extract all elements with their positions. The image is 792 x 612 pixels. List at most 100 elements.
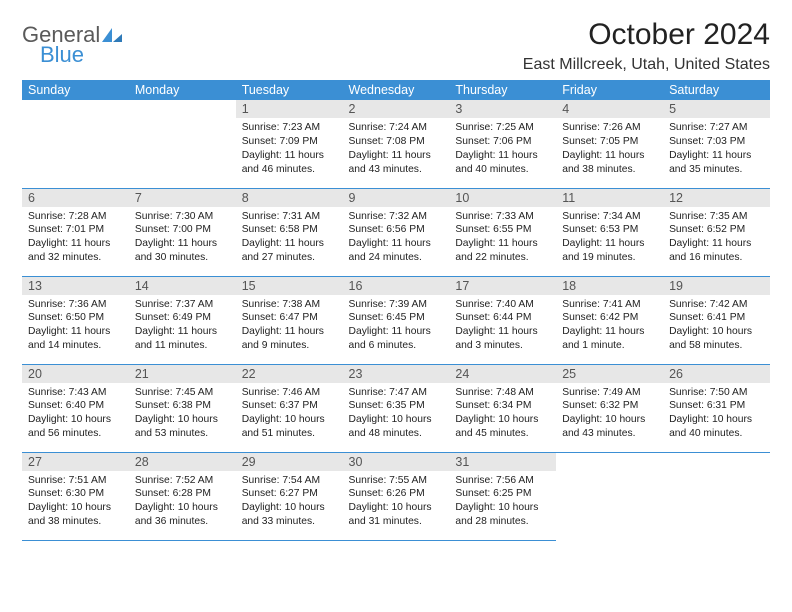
- calendar-cell: 8Sunrise: 7:31 AMSunset: 6:58 PMDaylight…: [236, 188, 343, 276]
- day-details: Sunrise: 7:33 AMSunset: 6:55 PMDaylight:…: [449, 207, 556, 270]
- brand-line1: General: [22, 24, 122, 46]
- day-number: 7: [129, 189, 236, 207]
- location-text: East Millcreek, Utah, United States: [523, 56, 770, 74]
- day-number: 18: [556, 277, 663, 295]
- day-number: 5: [663, 100, 770, 118]
- calendar-cell: 31Sunrise: 7:56 AMSunset: 6:25 PMDayligh…: [449, 452, 556, 540]
- day-number: 24: [449, 365, 556, 383]
- day-number: 23: [343, 365, 450, 383]
- day-number: 9: [343, 189, 450, 207]
- day-number: 10: [449, 189, 556, 207]
- day-details: Sunrise: 7:48 AMSunset: 6:34 PMDaylight:…: [449, 383, 556, 446]
- day-number: 29: [236, 453, 343, 471]
- calendar-cell: 21Sunrise: 7:45 AMSunset: 6:38 PMDayligh…: [129, 364, 236, 452]
- calendar-cell: 10Sunrise: 7:33 AMSunset: 6:55 PMDayligh…: [449, 188, 556, 276]
- calendar-cell: [556, 452, 663, 540]
- calendar-cell: 15Sunrise: 7:38 AMSunset: 6:47 PMDayligh…: [236, 276, 343, 364]
- day-details: Sunrise: 7:23 AMSunset: 7:09 PMDaylight:…: [236, 118, 343, 181]
- brand-line1-text: General: [22, 22, 100, 47]
- day-details: Sunrise: 7:50 AMSunset: 6:31 PMDaylight:…: [663, 383, 770, 446]
- title-block: October 2024 East Millcreek, Utah, Unite…: [523, 18, 770, 74]
- calendar-head: SundayMondayTuesdayWednesdayThursdayFrid…: [22, 80, 770, 100]
- day-number: 25: [556, 365, 663, 383]
- day-details: Sunrise: 7:37 AMSunset: 6:49 PMDaylight:…: [129, 295, 236, 358]
- day-details: Sunrise: 7:38 AMSunset: 6:47 PMDaylight:…: [236, 295, 343, 358]
- calendar-cell: 16Sunrise: 7:39 AMSunset: 6:45 PMDayligh…: [343, 276, 450, 364]
- day-details: Sunrise: 7:34 AMSunset: 6:53 PMDaylight:…: [556, 207, 663, 270]
- calendar-cell: [22, 100, 129, 188]
- weekday-header: Sunday: [22, 80, 129, 100]
- brand-line2: Blue: [40, 44, 122, 66]
- day-number: 6: [22, 189, 129, 207]
- day-number: 16: [343, 277, 450, 295]
- day-number: 15: [236, 277, 343, 295]
- calendar-cell: 24Sunrise: 7:48 AMSunset: 6:34 PMDayligh…: [449, 364, 556, 452]
- day-number: 27: [22, 453, 129, 471]
- day-details: Sunrise: 7:36 AMSunset: 6:50 PMDaylight:…: [22, 295, 129, 358]
- calendar-cell: 23Sunrise: 7:47 AMSunset: 6:35 PMDayligh…: [343, 364, 450, 452]
- calendar-cell: 25Sunrise: 7:49 AMSunset: 6:32 PMDayligh…: [556, 364, 663, 452]
- day-details: Sunrise: 7:28 AMSunset: 7:01 PMDaylight:…: [22, 207, 129, 270]
- brand-logo: General Blue: [22, 24, 122, 66]
- page-header: General Blue October 2024 East Millcreek…: [22, 18, 770, 74]
- calendar-cell: 5Sunrise: 7:27 AMSunset: 7:03 PMDaylight…: [663, 100, 770, 188]
- calendar-cell: [129, 100, 236, 188]
- calendar-cell: 1Sunrise: 7:23 AMSunset: 7:09 PMDaylight…: [236, 100, 343, 188]
- day-number: 19: [663, 277, 770, 295]
- weekday-header: Friday: [556, 80, 663, 100]
- day-details: Sunrise: 7:51 AMSunset: 6:30 PMDaylight:…: [22, 471, 129, 534]
- day-details: Sunrise: 7:27 AMSunset: 7:03 PMDaylight:…: [663, 118, 770, 181]
- calendar-cell: 26Sunrise: 7:50 AMSunset: 6:31 PMDayligh…: [663, 364, 770, 452]
- day-details: Sunrise: 7:42 AMSunset: 6:41 PMDaylight:…: [663, 295, 770, 358]
- day-details: Sunrise: 7:24 AMSunset: 7:08 PMDaylight:…: [343, 118, 450, 181]
- day-number: 20: [22, 365, 129, 383]
- calendar-cell: 6Sunrise: 7:28 AMSunset: 7:01 PMDaylight…: [22, 188, 129, 276]
- day-details: Sunrise: 7:26 AMSunset: 7:05 PMDaylight:…: [556, 118, 663, 181]
- day-number: 26: [663, 365, 770, 383]
- day-number: 12: [663, 189, 770, 207]
- day-number: 17: [449, 277, 556, 295]
- calendar-cell: 7Sunrise: 7:30 AMSunset: 7:00 PMDaylight…: [129, 188, 236, 276]
- day-number: 1: [236, 100, 343, 118]
- sail-icon: [102, 24, 122, 46]
- day-details: Sunrise: 7:52 AMSunset: 6:28 PMDaylight:…: [129, 471, 236, 534]
- calendar-cell: 30Sunrise: 7:55 AMSunset: 6:26 PMDayligh…: [343, 452, 450, 540]
- day-number: 3: [449, 100, 556, 118]
- calendar-cell: 22Sunrise: 7:46 AMSunset: 6:37 PMDayligh…: [236, 364, 343, 452]
- calendar-cell: 17Sunrise: 7:40 AMSunset: 6:44 PMDayligh…: [449, 276, 556, 364]
- weekday-header: Wednesday: [343, 80, 450, 100]
- day-details: Sunrise: 7:49 AMSunset: 6:32 PMDaylight:…: [556, 383, 663, 446]
- calendar-cell: 12Sunrise: 7:35 AMSunset: 6:52 PMDayligh…: [663, 188, 770, 276]
- day-details: Sunrise: 7:40 AMSunset: 6:44 PMDaylight:…: [449, 295, 556, 358]
- calendar-body: 1Sunrise: 7:23 AMSunset: 7:09 PMDaylight…: [22, 100, 770, 540]
- calendar-table: SundayMondayTuesdayWednesdayThursdayFrid…: [22, 80, 770, 541]
- weekday-header: Saturday: [663, 80, 770, 100]
- day-details: Sunrise: 7:43 AMSunset: 6:40 PMDaylight:…: [22, 383, 129, 446]
- day-number: 22: [236, 365, 343, 383]
- calendar-cell: 27Sunrise: 7:51 AMSunset: 6:30 PMDayligh…: [22, 452, 129, 540]
- day-number: 30: [343, 453, 450, 471]
- calendar-cell: 19Sunrise: 7:42 AMSunset: 6:41 PMDayligh…: [663, 276, 770, 364]
- month-title: October 2024: [523, 18, 770, 52]
- calendar-cell: 4Sunrise: 7:26 AMSunset: 7:05 PMDaylight…: [556, 100, 663, 188]
- day-number: 28: [129, 453, 236, 471]
- weekday-header: Monday: [129, 80, 236, 100]
- day-details: Sunrise: 7:35 AMSunset: 6:52 PMDaylight:…: [663, 207, 770, 270]
- calendar-cell: 28Sunrise: 7:52 AMSunset: 6:28 PMDayligh…: [129, 452, 236, 540]
- calendar-cell: 29Sunrise: 7:54 AMSunset: 6:27 PMDayligh…: [236, 452, 343, 540]
- calendar-cell: 3Sunrise: 7:25 AMSunset: 7:06 PMDaylight…: [449, 100, 556, 188]
- weekday-header: Thursday: [449, 80, 556, 100]
- calendar-cell: 2Sunrise: 7:24 AMSunset: 7:08 PMDaylight…: [343, 100, 450, 188]
- calendar-cell: 20Sunrise: 7:43 AMSunset: 6:40 PMDayligh…: [22, 364, 129, 452]
- calendar-page: General Blue October 2024 East Millcreek…: [0, 0, 792, 541]
- day-number: 21: [129, 365, 236, 383]
- calendar-cell: 11Sunrise: 7:34 AMSunset: 6:53 PMDayligh…: [556, 188, 663, 276]
- calendar-cell: 18Sunrise: 7:41 AMSunset: 6:42 PMDayligh…: [556, 276, 663, 364]
- day-details: Sunrise: 7:45 AMSunset: 6:38 PMDaylight:…: [129, 383, 236, 446]
- day-details: Sunrise: 7:32 AMSunset: 6:56 PMDaylight:…: [343, 207, 450, 270]
- day-number: 31: [449, 453, 556, 471]
- day-number: 8: [236, 189, 343, 207]
- day-number: 2: [343, 100, 450, 118]
- day-details: Sunrise: 7:55 AMSunset: 6:26 PMDaylight:…: [343, 471, 450, 534]
- day-details: Sunrise: 7:41 AMSunset: 6:42 PMDaylight:…: [556, 295, 663, 358]
